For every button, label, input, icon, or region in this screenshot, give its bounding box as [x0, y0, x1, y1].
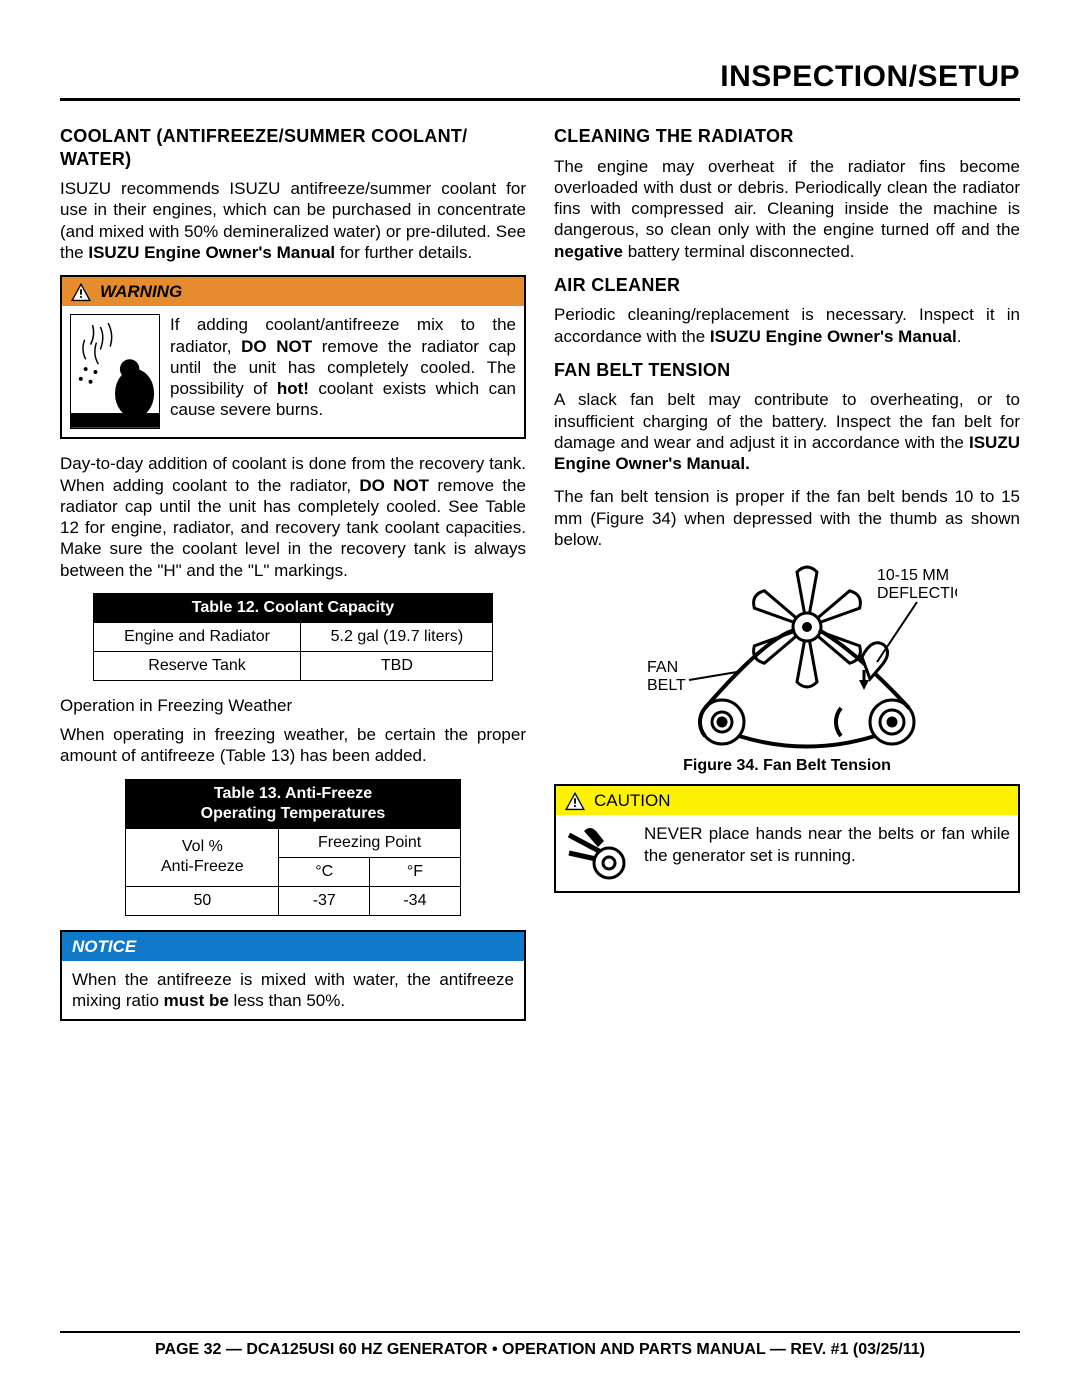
cell: Reserve Tank — [93, 651, 301, 680]
coolant-intro: ISUZU recommends ISUZU antifreeze/summer… — [60, 178, 526, 263]
deflect-label-1: 10-15 MM — [877, 567, 949, 584]
table-coolant-capacity: Table 12. Coolant Capacity Engine and Ra… — [93, 593, 494, 681]
cell: Freezing Point — [279, 828, 460, 857]
fan-para2: The fan belt tension is proper if the fa… — [554, 486, 1020, 550]
deflect-label-2: DEFLECTION — [877, 585, 957, 602]
fanbelt-diagram-icon: 10-15 MM DEFLECTION FAN BELT — [617, 562, 957, 752]
cell: 5.2 gal (19.7 liters) — [301, 622, 493, 651]
cleaning-para: The engine may overheat if the radiator … — [554, 156, 1020, 262]
heading-fan: FAN BELT TENSION — [554, 359, 1020, 382]
alert-triangle-icon — [564, 791, 586, 811]
table13-title: Table 13. Anti-Freeze Operating Temperat… — [126, 779, 461, 828]
txt: Anti-Freeze — [161, 858, 244, 875]
caution-header: CAUTION — [556, 786, 1018, 815]
txt-bold: DO NOT — [359, 476, 429, 495]
txt: Vol % — [182, 838, 223, 855]
cell: Vol % Anti-Freeze — [126, 828, 279, 886]
txt-bold: hot! — [277, 379, 309, 398]
heading-cleaning: CLEANING THE RADIATOR — [554, 125, 1020, 148]
burn-hazard-icon — [70, 314, 160, 429]
cell: °C — [279, 857, 370, 886]
txt-bold: ISUZU Engine Owner's Manual — [88, 243, 335, 262]
cell: -34 — [370, 886, 461, 915]
two-column-layout: COOLANT (ANTIFREEZE/SUMMER COOLANT/ WATE… — [60, 119, 1020, 1021]
txt: A slack fan belt may contribute to overh… — [554, 390, 1020, 452]
table-row: Vol % Anti-Freeze Freezing Point — [126, 828, 461, 857]
footer-rule — [60, 1331, 1020, 1333]
txt: . — [957, 327, 962, 346]
txt: less than 50%. — [229, 991, 345, 1010]
hand-belt-hazard-icon — [564, 823, 634, 883]
coolant-daytoday: Day-to-day addition of coolant is done f… — [60, 453, 526, 581]
txt: for further details. — [335, 243, 472, 262]
table-row: Reserve Tank TBD — [93, 651, 493, 680]
alert-triangle-icon — [70, 282, 92, 302]
cell: 50 — [126, 886, 279, 915]
warning-header: WARNING — [62, 277, 524, 306]
warning-box: WARNING If adding coolant/antifreeze mix… — [60, 275, 526, 439]
notice-body: When the antifreeze is mixed with water,… — [62, 961, 524, 1020]
table12-title: Table 12. Coolant Capacity — [93, 593, 493, 622]
txt: battery terminal disconnected. — [623, 242, 855, 261]
caution-label: CAUTION — [594, 790, 671, 811]
right-column: CLEANING THE RADIATOR The engine may ove… — [554, 119, 1020, 1021]
belt-label-1: FAN — [647, 659, 678, 676]
cell: -37 — [279, 886, 370, 915]
t13-line1: Table 13. Anti-Freeze — [214, 785, 372, 802]
caution-body: NEVER place hands near the belts or fan … — [556, 815, 1018, 891]
page-footer: PAGE 32 — DCA125USI 60 HZ GENERATOR • OP… — [60, 1341, 1020, 1359]
warning-body: If adding coolant/antifreeze mix to the … — [62, 306, 524, 437]
belt-label-2: BELT — [647, 677, 686, 694]
subhead-freezing: Operation in Freezing Weather — [60, 695, 526, 716]
notice-box: NOTICE When the antifreeze is mixed with… — [60, 930, 526, 1022]
txt-bold: negative — [554, 242, 623, 261]
fan-para1: A slack fan belt may contribute to overh… — [554, 389, 1020, 474]
t13-line2: Operating Temperatures — [201, 805, 386, 822]
freezing-para: When operating in freezing weather, be c… — [60, 724, 526, 767]
heading-air: AIR CLEANER — [554, 274, 1020, 297]
warning-label: WARNING — [100, 281, 182, 302]
figure-fanbelt: 10-15 MM DEFLECTION FAN BELT Figure 34. … — [554, 562, 1020, 776]
table-row: Engine and Radiator 5.2 gal (19.7 liters… — [93, 622, 493, 651]
notice-header: NOTICE — [62, 932, 524, 961]
left-column: COOLANT (ANTIFREEZE/SUMMER COOLANT/ WATE… — [60, 119, 526, 1021]
txt-bold: ISUZU Engine Owner's Manual — [710, 327, 957, 346]
caution-box: CAUTION NEVER place hands near the belts… — [554, 784, 1020, 893]
figure-caption: Figure 34. Fan Belt Tension — [554, 756, 1020, 776]
page-title: INSPECTION/SETUP — [60, 60, 1020, 98]
caution-text: NEVER place hands near the belts or fan … — [644, 823, 1010, 866]
air-para: Periodic cleaning/replacement is necessa… — [554, 304, 1020, 347]
txt-bold: DO NOT — [241, 337, 312, 356]
cell: TBD — [301, 651, 493, 680]
txt-bold: must be — [164, 991, 229, 1010]
cell: °F — [370, 857, 461, 886]
txt: The engine may overheat if the radiator … — [554, 157, 1020, 240]
cell: Engine and Radiator — [93, 622, 301, 651]
title-rule — [60, 98, 1020, 101]
warning-text: If adding coolant/antifreeze mix to the … — [170, 314, 516, 420]
table-row: 50 -37 -34 — [126, 886, 461, 915]
table-antifreeze: Table 13. Anti-Freeze Operating Temperat… — [125, 779, 461, 916]
heading-coolant: COOLANT (ANTIFREEZE/SUMMER COOLANT/ WATE… — [60, 125, 526, 170]
